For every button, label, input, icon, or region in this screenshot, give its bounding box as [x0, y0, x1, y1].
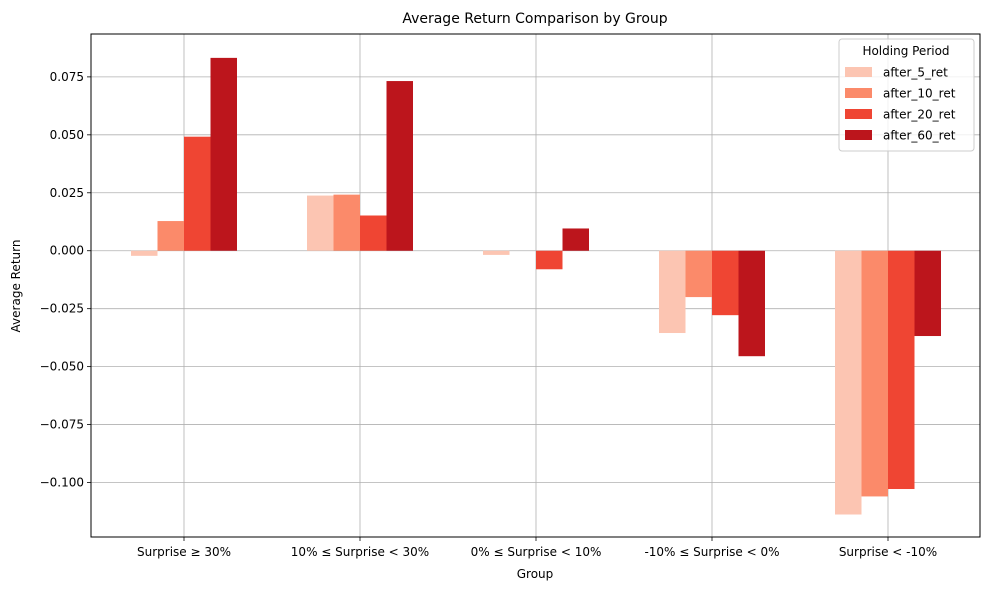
bar-after_10_ret [861, 250, 888, 497]
bar-after_60_ret [562, 228, 589, 251]
y-tick-label: 0.025 [50, 186, 84, 200]
legend: Holding Period after_5_retafter_10_retaf… [838, 38, 975, 152]
bar-after_10_ret [157, 221, 184, 251]
x-tick-label: -10% ≤ Surprise < 0% [644, 545, 779, 559]
bar-after_5_ret [835, 250, 862, 515]
x-axis-ticks: Surprise ≥ 30% 10% ≤ Surprise < 30% 0% ≤ S… [137, 537, 937, 559]
bar-after_5_ret [659, 250, 686, 334]
bar-after_10_ret [685, 250, 712, 298]
bar-after_10_ret [333, 194, 360, 251]
bar-after_5_ret [483, 250, 510, 255]
bar-after_20_ret [536, 250, 563, 270]
bar-after_20_ret [888, 250, 915, 490]
y-tick-label: −0.025 [40, 302, 84, 316]
y-axis-ticks: 0.075 0.050 0.025 0.000 −0.025 −0.050 −0.075 −0… [40, 70, 91, 490]
x-tick-label: Surprise ≥ 30% [137, 545, 231, 559]
bar-after_5_ret [307, 195, 334, 251]
legend-frame [838, 38, 975, 152]
y-tick-label: 0.050 [50, 128, 84, 142]
legend-swatch [845, 109, 872, 119]
bar-after_60_ret [210, 57, 237, 251]
bar-after_20_ret [184, 136, 211, 251]
bar-after_60_ret [386, 81, 413, 251]
plot-frame [90, 33, 981, 538]
legend-label: after_10_ret [883, 87, 956, 101]
y-tick-label: 0.075 [50, 70, 84, 84]
y-tick-label: −0.100 [40, 476, 84, 490]
legend-label: after_20_ret [883, 108, 956, 122]
bars [131, 57, 941, 515]
x-tick-label: 0% ≤ Surprise < 10% [471, 545, 602, 559]
x-tick-label: Surprise < -10% [839, 545, 937, 559]
legend-label: after_5_ret [883, 66, 948, 80]
legend-items: after_5_ret after_10_ret after_20_retafter… [845, 66, 956, 143]
legend-label: after_60_ret [883, 129, 956, 143]
legend-swatch [845, 130, 872, 140]
chart-title: Average Return Comparison by Group [402, 11, 667, 27]
x-axis-label: Group [517, 567, 554, 581]
y-tick-label: −0.075 [40, 418, 84, 432]
y-tick-label: −0.050 [40, 360, 84, 374]
legend-title: Holding Period [862, 44, 949, 58]
bar-after_20_ret [360, 215, 387, 251]
y-axis-label: Average Return [9, 240, 23, 333]
legend-swatch [845, 67, 872, 77]
bar-after_5_ret [131, 250, 158, 256]
legend-swatch [845, 88, 872, 98]
bar-after_60_ret [914, 250, 941, 337]
y-tick-label: 0.000 [50, 244, 84, 258]
bar-after_60_ret [738, 250, 765, 357]
bar-after_20_ret [712, 250, 739, 316]
x-tick-label: 10% ≤ Surprise < 30% [291, 545, 429, 559]
